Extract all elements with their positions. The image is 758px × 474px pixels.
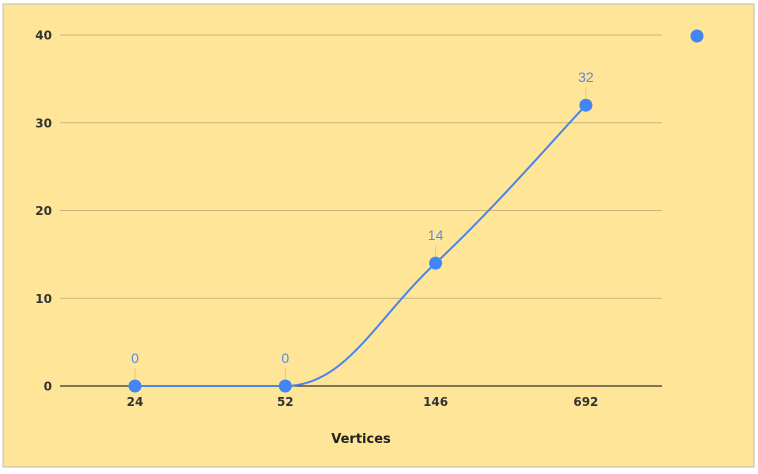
data-point[interactable] (128, 379, 142, 393)
x-tick-label: 52 (277, 395, 294, 409)
series-line (135, 104, 587, 388)
x-axis-title: Vertices (331, 432, 391, 447)
y-tick-label: 0 (44, 380, 52, 394)
x-tick-label: 24 (127, 395, 144, 409)
legend-marker[interactable] (690, 29, 704, 43)
y-axis-ticks: 0 10 20 30 40 (35, 29, 52, 394)
gridlines (60, 34, 662, 299)
data-point[interactable] (429, 256, 443, 270)
y-tick-label: 20 (35, 204, 52, 218)
chart-background (2, 3, 755, 468)
data-labels: 0 0 14 32 (131, 69, 594, 379)
data-label: 0 (281, 350, 289, 366)
x-tick-label: 146 (423, 395, 448, 409)
data-label: 0 (131, 350, 139, 366)
x-axis-ticks: 24 52 146 692 (127, 395, 599, 409)
data-point[interactable] (579, 98, 593, 112)
x-tick-label: 692 (573, 395, 598, 409)
data-label: 14 (428, 227, 444, 243)
data-label: 32 (578, 69, 594, 85)
y-tick-label: 10 (35, 292, 52, 306)
y-tick-label: 40 (35, 29, 52, 43)
y-tick-label: 30 (35, 116, 52, 130)
data-points (128, 98, 593, 393)
data-point[interactable] (278, 379, 292, 393)
